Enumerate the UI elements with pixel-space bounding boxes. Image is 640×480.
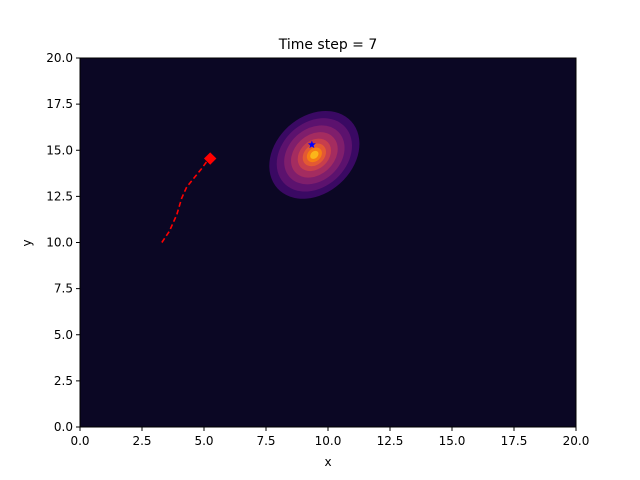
contour-level-8	[310, 150, 319, 159]
y-tick-label: 17.5	[46, 97, 73, 111]
x-tick-label: 20.0	[563, 434, 590, 448]
y-tick-label: 20.0	[46, 51, 73, 65]
x-tick-label: 7.5	[256, 434, 275, 448]
y-tick-label: 7.5	[54, 282, 73, 296]
estimate-marker	[307, 140, 316, 149]
y-tick-label: 12.5	[46, 189, 73, 203]
y-tick-label: 15.0	[46, 143, 73, 157]
overlay-layer	[161, 140, 316, 243]
y-axis-label: y	[20, 239, 34, 246]
y-tick-label: 0.0	[54, 420, 73, 434]
x-tick-label: 12.5	[377, 434, 404, 448]
x-axis: 0.0 2.5 5.0 7.5 10.0 12.5 15.0 17.5 20.0	[70, 427, 589, 448]
y-axis: 0.0 2.5 5.0 7.5 10.0 12.5 15.0 17.5 20.0	[46, 51, 80, 434]
x-tick-label: 10.0	[315, 434, 342, 448]
y-tick-label: 10.0	[46, 236, 73, 250]
chart-title: Time step = 7	[278, 37, 378, 53]
x-tick-label: 15.0	[439, 434, 466, 448]
current-position-marker	[203, 152, 217, 165]
x-tick-label: 17.5	[501, 434, 528, 448]
trajectory-line	[161, 158, 210, 243]
x-tick-label: 5.0	[194, 434, 213, 448]
y-tick-label: 5.0	[54, 328, 73, 342]
plot-area	[79, 57, 577, 428]
x-axis-label: x	[324, 455, 331, 469]
density-contours	[269, 110, 360, 199]
y-tick-label: 2.5	[54, 374, 73, 388]
x-tick-label: 0.0	[70, 434, 89, 448]
x-tick-label: 2.5	[132, 434, 151, 448]
